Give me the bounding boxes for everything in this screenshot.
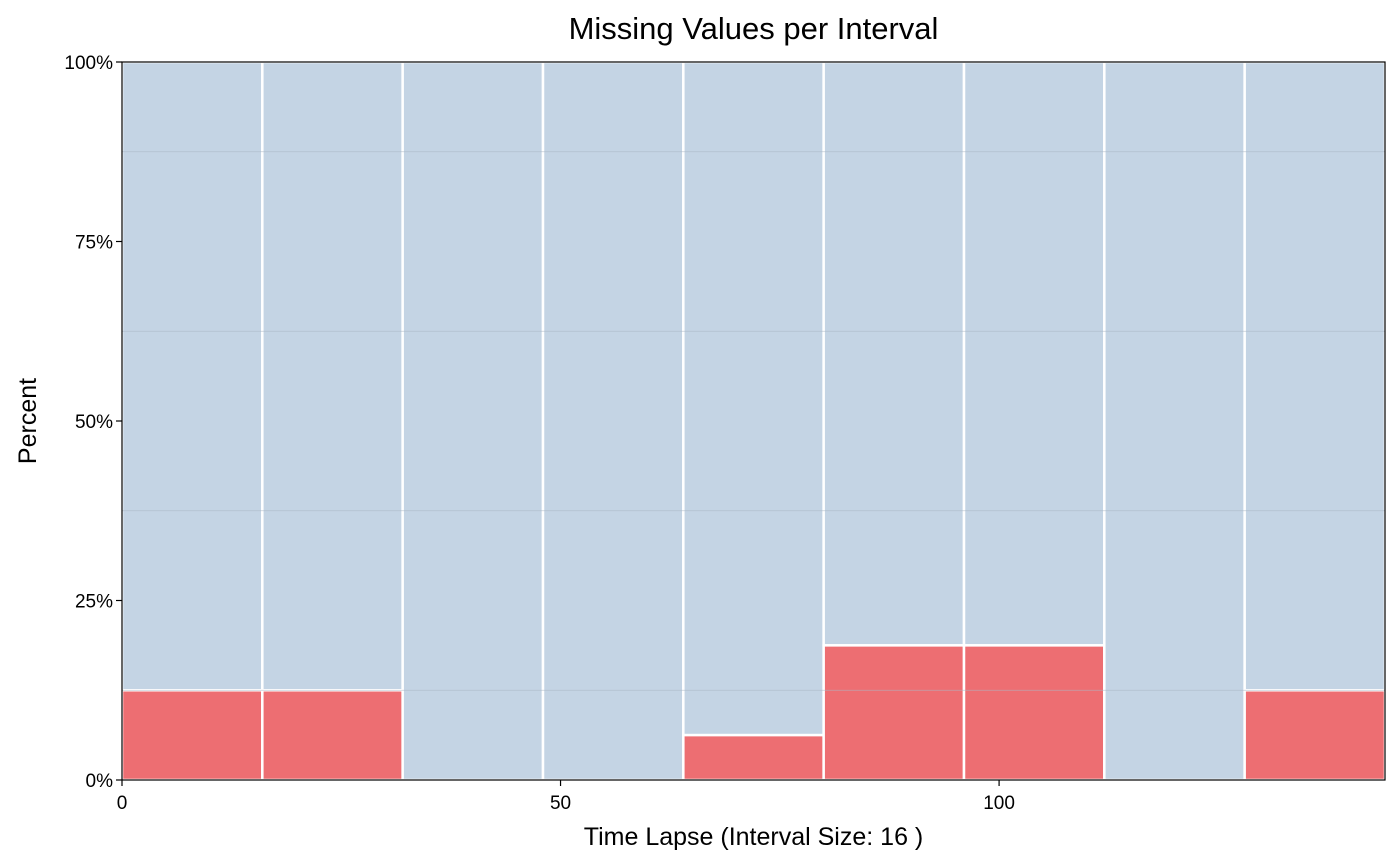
bar-present-6 (962, 60, 1106, 647)
bar-present-7 (1103, 60, 1246, 782)
bar-present-1 (261, 60, 404, 692)
bar-missing-4 (682, 733, 825, 782)
y-tick-label: 0% (86, 771, 114, 792)
plot-area (120, 60, 1387, 782)
bar-present-2 (401, 60, 545, 782)
x-tick-label: 0 (117, 793, 128, 814)
x-axis: 0 50 100 (117, 780, 1015, 814)
chart-title: Missing Values per Interval (569, 11, 939, 46)
x-axis-title: Time Lapse (Interval Size: 16 ) (584, 823, 924, 851)
y-axis: 0% 25% 50% 75% 100% (64, 53, 122, 792)
bar-missing-0 (120, 689, 264, 782)
y-tick-label: 25% (75, 592, 113, 613)
bar-present-4 (682, 60, 825, 737)
y-tick-label: 50% (75, 412, 113, 433)
x-tick-label: 100 (983, 793, 1015, 814)
bar-present-3 (541, 60, 685, 782)
bar-present-8 (1243, 60, 1387, 692)
bar-missing-5 (822, 644, 966, 782)
bar-missing-8 (1243, 689, 1387, 782)
y-tick-label: 75% (75, 233, 113, 254)
bar-present-0 (120, 60, 264, 692)
bar-missing-6 (962, 644, 1106, 782)
y-tick-label: 100% (64, 53, 113, 74)
y-axis-title: Percent (14, 378, 42, 464)
bar-present-5 (822, 60, 966, 647)
x-tick-label: 50 (550, 793, 571, 814)
bar-missing-1 (261, 689, 404, 782)
